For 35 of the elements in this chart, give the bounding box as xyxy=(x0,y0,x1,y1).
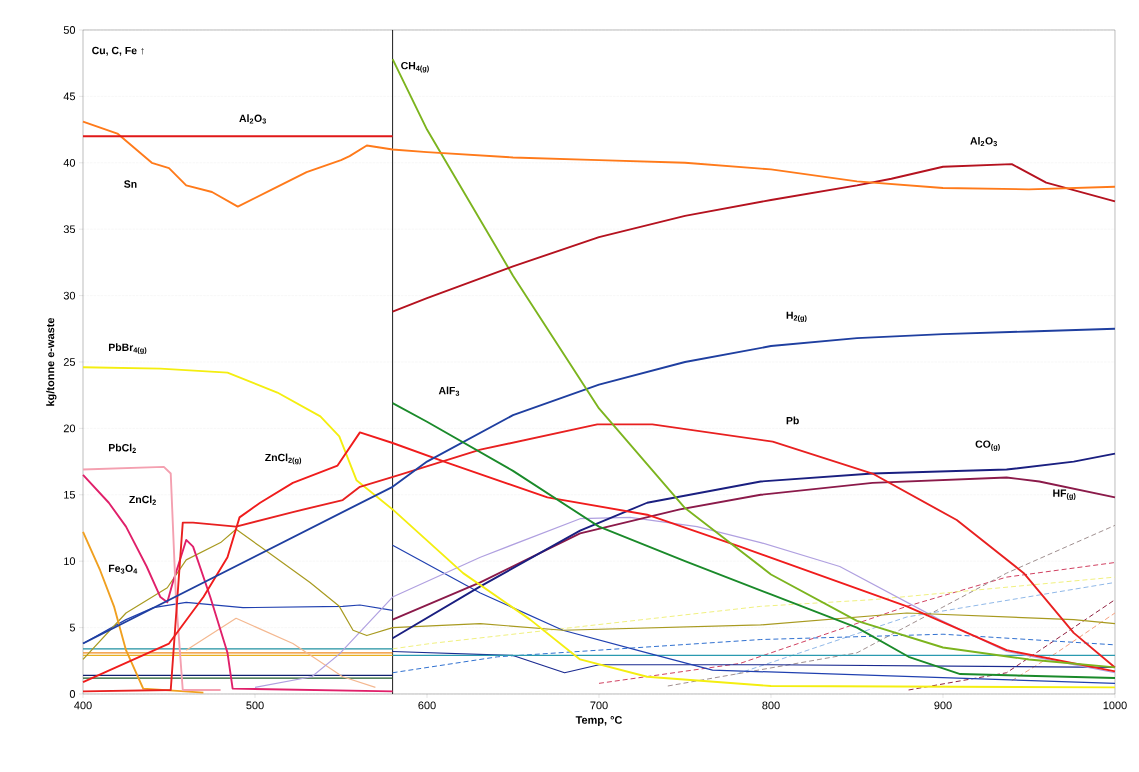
x-tick-label: 400 xyxy=(74,701,92,710)
x-tick-label: 900 xyxy=(934,701,952,710)
series-label: PbCl$_{2}$ xyxy=(108,443,136,453)
text: AlF$_{3}$ xyxy=(438,386,460,396)
y-tick-label: 20 xyxy=(63,424,76,433)
series-label: Pb xyxy=(786,416,799,425)
y-tick-label: 5 xyxy=(69,623,76,632)
y-tick-label: 50 xyxy=(63,26,76,34)
series-label: Fe$_{3}$O$_{4}$ xyxy=(108,564,138,574)
y-tick-label: 40 xyxy=(63,158,76,167)
series-label: ZnCl$_{2}$ xyxy=(129,495,156,505)
y-tick-label: 15 xyxy=(64,490,76,499)
y-tick-label: 25 xyxy=(63,358,76,366)
series-label: CO$_{(g)}$ xyxy=(975,440,1000,451)
x-tick-label: 1000 xyxy=(1103,701,1127,710)
y-tick-label: 0 xyxy=(69,690,76,698)
y-tick-label: 35 xyxy=(63,225,76,234)
y-axis-title: kg/tonne e-waste xyxy=(46,317,57,406)
x-axis-title: Temp, °C xyxy=(575,716,623,727)
annotation: Cu, C, Fe ↑ xyxy=(92,46,144,56)
series-label: Al$_{2}$O$_{3}$ xyxy=(239,114,266,124)
x-tick-label: 700 xyxy=(590,701,608,710)
x-tick-label: 800 xyxy=(762,701,780,710)
series-label: CH$_{4(g)}$ xyxy=(401,61,429,73)
y-tick-label: 10 xyxy=(64,557,76,566)
x-tick-label: 600 xyxy=(418,701,436,710)
text: Sn xyxy=(124,180,137,188)
series-label: HF$_{(g)}$ xyxy=(1053,489,1076,500)
series-label: PbBr$_{4(g)}$ xyxy=(108,343,147,355)
series-label: Al$_{2}$O$_{3}$ xyxy=(970,136,997,147)
x-tick-label: 500 xyxy=(246,701,264,710)
y-tick-label: 30 xyxy=(63,291,76,300)
y-tick-label: 45 xyxy=(63,92,76,101)
series-label: H$_{2(g)}$ xyxy=(786,311,807,323)
series-label: ZnCl$_{2(g)}$ xyxy=(265,453,302,465)
